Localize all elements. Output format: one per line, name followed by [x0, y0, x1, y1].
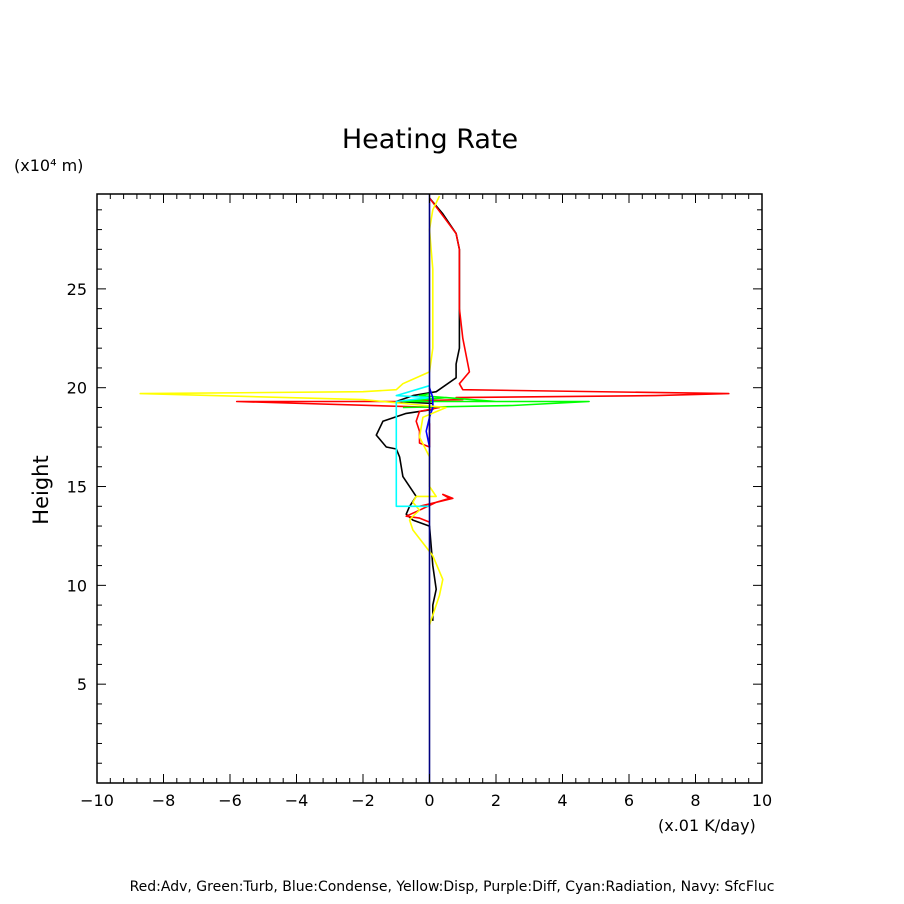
series-line-total: [375, 197, 461, 621]
series-line-adv: [235, 197, 730, 448]
x-axis-unit: (x.01 K/day): [658, 816, 756, 835]
x-tick-label: −2: [351, 791, 375, 810]
y-tick-label: 10: [67, 576, 87, 595]
x-tick-label: −8: [152, 791, 176, 810]
y-tick-label: 15: [67, 478, 87, 497]
x-tick-label: 2: [491, 791, 501, 810]
y-tick-label: 25: [67, 280, 87, 299]
series-line-radiation: [395, 384, 431, 508]
x-tick-label: −10: [80, 791, 114, 810]
x-tick-label: 10: [752, 791, 772, 810]
x-tick-label: −4: [285, 791, 309, 810]
x-tick-label: 8: [690, 791, 700, 810]
y-ticks: 5 10 15 20 25: [67, 209, 762, 764]
x-ticks: −10 −8 −6 −4 −2 0 2 4 6 8 10: [80, 194, 772, 810]
legend-caption: Red:Adv, Green:Turb, Blue:Condense, Yell…: [130, 879, 775, 895]
x-tick-label: 4: [557, 791, 567, 810]
y-axis-unit: (x10⁴ m): [14, 156, 83, 175]
series-line-disp: [139, 195, 447, 626]
chart-title: Heating Rate: [342, 124, 518, 155]
y-axis-label: Height: [29, 455, 53, 524]
series-line-condense: [425, 387, 434, 448]
series-line-adv-lower: [405, 493, 454, 523]
series-layer: [139, 194, 730, 783]
x-tick-label: 6: [624, 791, 634, 810]
x-tick-label: −6: [218, 791, 242, 810]
y-tick-label: 5: [77, 675, 87, 694]
plot-area: −10 −8 −6 −4 −2 0 2 4 6 8 10 5 10 15 20 25: [67, 193, 772, 810]
x-tick-label: 0: [424, 791, 434, 810]
y-tick-label: 20: [67, 379, 87, 398]
